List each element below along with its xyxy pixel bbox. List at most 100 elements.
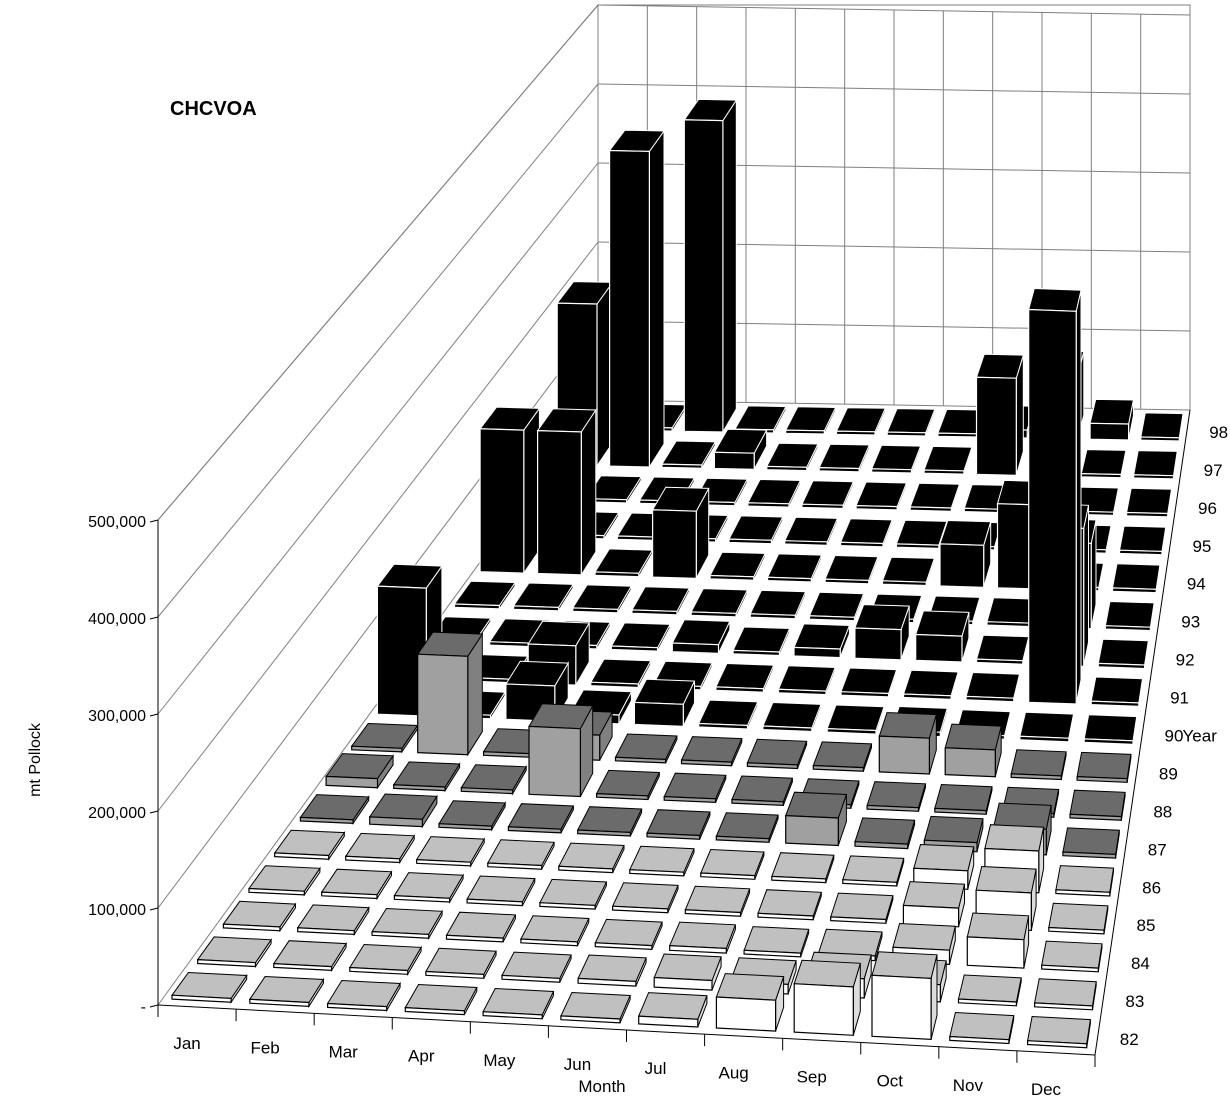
- x-tick-label: Apr: [408, 1047, 435, 1066]
- bar-top-face: [594, 918, 663, 947]
- bar-front-face: [321, 891, 378, 900]
- bar-front-face: [507, 826, 562, 834]
- bar-91-dec: [1090, 676, 1144, 708]
- bar-front-face: [840, 691, 890, 698]
- bar-front-face: [633, 701, 684, 728]
- bar-front-face: [417, 653, 469, 756]
- bar-top-face: [902, 669, 959, 697]
- bar-front-face: [416, 858, 472, 867]
- bar-front-face: [651, 509, 697, 580]
- bar-97-mar: [661, 440, 717, 471]
- bar-95-dec: [1118, 525, 1167, 556]
- z-tick-label: 82: [1120, 1030, 1139, 1049]
- bar-90-may: [633, 678, 696, 728]
- bar-90-dec: [1083, 714, 1138, 745]
- z-tick-label: 85: [1137, 916, 1156, 935]
- y-tick-label: 300,000: [88, 708, 146, 725]
- bar-top-face: [1119, 525, 1167, 552]
- bar-front-face: [1090, 700, 1140, 708]
- bar-front-face: [762, 725, 813, 733]
- bar-front-face: [785, 429, 825, 435]
- bar-94-may: [709, 551, 766, 581]
- bar-88-jul: [731, 775, 794, 807]
- bar-front-face: [349, 966, 409, 975]
- x-tick-label: May: [483, 1051, 516, 1070]
- bar-94-feb: [536, 408, 597, 577]
- bar-front-face: [1055, 889, 1111, 897]
- bar-89-jun: [680, 736, 743, 767]
- bar-90-nov: [1019, 711, 1075, 743]
- bar-top-face: [812, 741, 873, 769]
- bar-97-jul: [870, 444, 922, 474]
- bar-97-jun: [818, 443, 871, 473]
- bar-top-face: [594, 548, 654, 574]
- y-axis-title: mt Pollock: [27, 722, 44, 797]
- bar-front-face: [369, 816, 423, 828]
- bar-front-face: [801, 503, 844, 510]
- bar-91-apr: [589, 658, 652, 689]
- bar-91-nov: [1028, 287, 1082, 705]
- bar-89-jan: [350, 722, 419, 754]
- bar-top-face: [1062, 827, 1120, 855]
- bar-front-face: [558, 865, 614, 874]
- bar-87-jul: [715, 812, 779, 843]
- bar-83-apr: [425, 947, 497, 979]
- bar-top-face: [866, 781, 927, 809]
- bar-front-face: [460, 787, 514, 795]
- bar-83-jan: [196, 936, 273, 969]
- bar-89-aug: [812, 741, 873, 772]
- bar-top-face: [732, 626, 791, 653]
- chart-labels: - 100,000 200,000 300,000 400,000 500,000 Jan F…: [27, 423, 1228, 1098]
- bar-86-apr: [486, 839, 555, 870]
- x-axis-title: Month: [578, 1077, 625, 1096]
- bar-front-face: [1069, 813, 1123, 821]
- bar-front-face: [808, 615, 856, 622]
- bar-top-face: [854, 604, 910, 631]
- bar-93-dec: [1104, 600, 1155, 632]
- bar-95-jul: [839, 518, 893, 548]
- z-tick-label: 95: [1192, 537, 1211, 556]
- bar-front-face: [577, 977, 637, 987]
- bar-front-face: [743, 949, 802, 958]
- bar-front-face: [594, 942, 653, 951]
- bar-86-jul: [700, 848, 765, 880]
- side-wall-gridline: [157, 162, 599, 715]
- bar-top-face: [915, 610, 970, 637]
- bar-side-face: [648, 129, 665, 469]
- bar-front-face: [577, 829, 632, 837]
- bar-front-face: [594, 571, 640, 578]
- bar-82-may: [482, 987, 555, 1020]
- bar-98-dec: [1140, 412, 1184, 442]
- bar-87-jan: [299, 794, 370, 826]
- bar-front-face: [854, 841, 909, 850]
- bar-top-face: [1069, 789, 1126, 818]
- bar-top-face: [871, 951, 938, 979]
- bar-front-face: [425, 970, 485, 979]
- bar-top-face: [731, 775, 794, 803]
- bar-top-face: [784, 791, 848, 819]
- bar-top-face: [944, 723, 1002, 751]
- bar-87-apr: [507, 803, 575, 834]
- bar-93-jun: [749, 589, 807, 620]
- bar-top-face: [975, 865, 1037, 894]
- bar-front-face: [715, 686, 765, 693]
- bar-front-face: [595, 792, 649, 801]
- bar-87-sep: [854, 817, 916, 850]
- bar-93-apr: [631, 586, 691, 616]
- bar-82-nov: [949, 1011, 1015, 1045]
- bar-front-face: [438, 823, 493, 831]
- bar-top-face: [902, 881, 966, 909]
- bar-top-face: [611, 882, 679, 910]
- z-tick-label: 94: [1187, 575, 1206, 594]
- bar-87-aug: [784, 791, 848, 847]
- z-tick-label: 90: [1165, 727, 1184, 746]
- bar-front-face: [453, 603, 500, 610]
- x-tick-label: Oct: [877, 1072, 904, 1091]
- z-tick-label: 98: [1209, 423, 1228, 442]
- bar-91-jul: [777, 665, 836, 696]
- bar-86-jan: [273, 829, 346, 861]
- y-tick-label: 400,000: [88, 611, 146, 628]
- bar-top-face: [855, 481, 908, 508]
- bar-front-face: [325, 775, 379, 789]
